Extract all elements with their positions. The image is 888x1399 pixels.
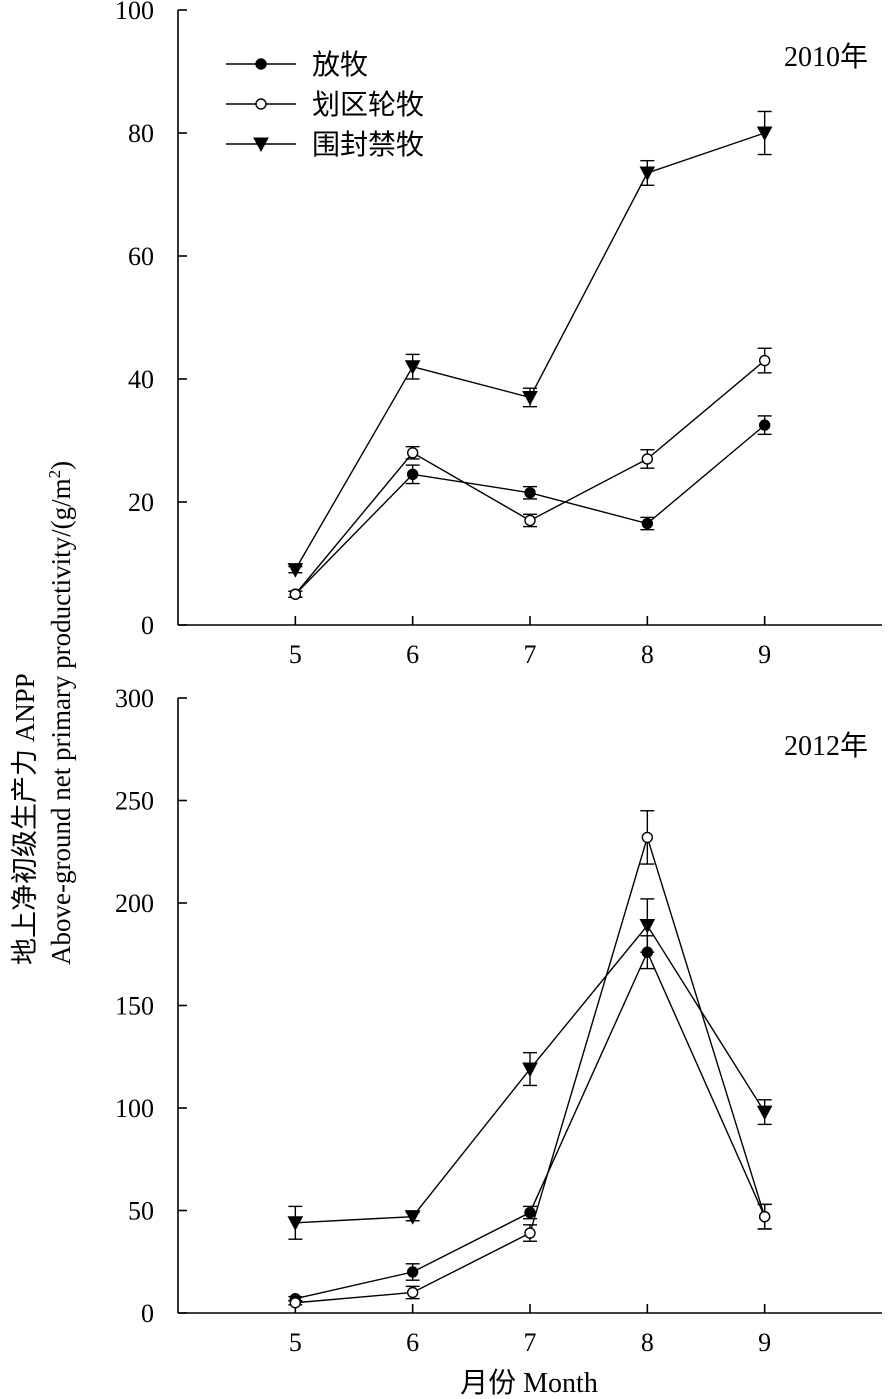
panel-2012-x-tick-label: 8: [641, 1328, 654, 1357]
panel-2010-x-tick-label: 7: [524, 640, 537, 669]
panel-2012-enclosure-point: [404, 1210, 421, 1225]
panel-2010-rotational-point: [758, 354, 771, 367]
panel-2010-enclosure-point: [639, 166, 656, 182]
panel-2012: 0 50 100 150 200 250 300 5 6 7 8 9 2012年: [115, 684, 882, 1357]
panel-2012-x-tick-label: 7: [524, 1328, 537, 1357]
panel-2010-grazing-point: [641, 517, 654, 530]
panel-2010-x-tick-label: 8: [641, 640, 654, 669]
panel-2012-grazing-point: [524, 1206, 536, 1219]
panel-2012-rotational-point: [289, 1297, 302, 1309]
panel-2012-grazing-point: [406, 1266, 419, 1278]
panel-2010: 0 20 40 60 80 100 5 6 7 8 9 2010年 放牧 划区轮牧 围封禁牧: [115, 0, 882, 669]
panel-2012-series: [287, 810, 773, 1309]
panel-2012-x-tick-label: 5: [289, 1328, 302, 1357]
legend-item-rotational: 划区轮牧: [226, 89, 424, 121]
panel-2010-grazing-point: [406, 468, 419, 481]
panel-2010-enclosure-point: [287, 563, 304, 578]
panel-2010-enclosure-point: [522, 390, 538, 406]
legend-rotational-label: 划区轮牧: [312, 89, 424, 121]
panel-2012-y-tick-label: 100: [115, 1094, 154, 1123]
panel-2010-rotational-point: [289, 588, 302, 600]
panel-2010-grazing-point: [758, 419, 771, 431]
panel-2012-year-label: 2012年: [784, 730, 868, 762]
panel-2012-y-tick-label: 200: [115, 889, 154, 918]
panel-2012-y-tick-label: 300: [115, 684, 154, 713]
panel-2012-y-tick-label: 250: [115, 787, 154, 816]
panel-2010-rotational-point: [641, 453, 654, 465]
panel-2012-grazing-line: [295, 950, 766, 1300]
panel-2010-x-tick-label: 9: [758, 640, 771, 669]
panel-2010-y-tick-label: 60: [128, 242, 154, 271]
panel-2012-x-tick-label: 9: [758, 1328, 771, 1357]
panel-2010-y-tick-label: 100: [115, 0, 154, 25]
panel-2010-enclosure-point: [756, 126, 773, 142]
y-axis-title-cn: 地上净初级生产力 ANPP: [10, 673, 40, 965]
panel-2012-y-tick-label: 50: [128, 1197, 154, 1226]
panel-2012-y-tick-label: 0: [141, 1299, 154, 1328]
panel-2012-rotational-point: [641, 831, 654, 844]
panel-2012-enclosure-point: [522, 1062, 538, 1078]
panel-2010-y-tick-label: 20: [128, 488, 154, 517]
legend-grazing-label: 放牧: [312, 49, 368, 81]
y-axis-title-en: Above-ground net primary productivity/(g…: [45, 461, 76, 965]
y-axis-title: 地上净初级生产力 ANPP Above-ground net primary p…: [10, 461, 76, 965]
legend: 放牧 划区轮牧 围封禁牧: [226, 49, 424, 161]
panel-2010-enclosure-line: [294, 132, 765, 571]
panel-2012-rotational-point: [406, 1286, 419, 1299]
x-axis-title: 月份 Month: [460, 1367, 598, 1399]
panel-2012-y-tick-label: 150: [115, 992, 154, 1021]
panel-2010-y-tick-label: 40: [128, 365, 154, 394]
panel-2010-x-tick-label: 5: [289, 640, 302, 669]
panel-2012-enclosure-point: [756, 1105, 773, 1121]
legend-item-grazing: 放牧: [226, 49, 368, 81]
panel-2010-grazing-point: [524, 487, 536, 499]
panel-2012-enclosure-point: [287, 1216, 304, 1231]
panel-2012-rotational-point: [524, 1227, 536, 1239]
legend-enclosure-label: 围封禁牧: [312, 129, 424, 161]
panel-2010-x-tick-label: 6: [406, 640, 419, 669]
panel-2012-x-tick-label: 6: [406, 1328, 419, 1357]
panel-2010-axes: 0 20 40 60 80 100 5 6 7 8 9: [115, 0, 882, 669]
panel-2010-rotational-point: [524, 514, 536, 527]
legend-item-enclosure: 围封禁牧: [226, 129, 424, 161]
panel-2010-rotational-point: [406, 447, 419, 459]
panel-2010-y-tick-label: 80: [128, 119, 154, 148]
legend-rotational-marker: [255, 98, 267, 110]
panel-2010-y-tick-label: 0: [141, 611, 154, 640]
panel-2010-year-label: 2010年: [784, 41, 868, 73]
panel-2010-enclosure-point: [404, 360, 421, 375]
legend-enclosure-marker: [253, 137, 269, 153]
panel-2012-enclosure-point: [639, 919, 656, 934]
legend-grazing-marker: [255, 58, 267, 70]
panel-2010-series: [287, 110, 773, 600]
panel-2012-rotational-point: [758, 1210, 771, 1223]
panel-2012-axes: 0 50 100 150 200 250 300 5 6 7 8 9: [115, 684, 882, 1357]
